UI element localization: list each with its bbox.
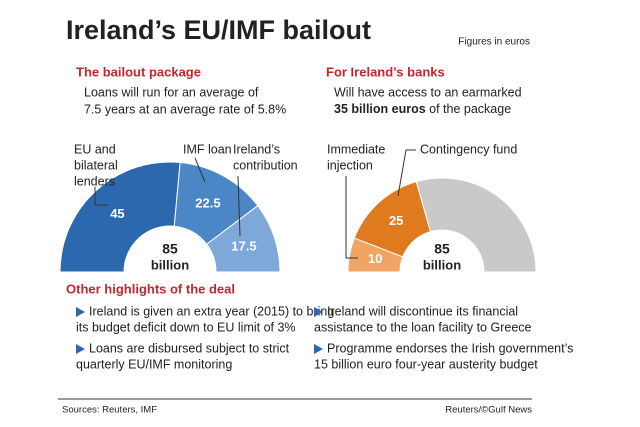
chart-title: The bailout package — [76, 64, 201, 79]
category-label: IMF loan — [183, 142, 232, 156]
highlight-line: its budget deficit down to EU limit of 3… — [76, 320, 296, 334]
total-label: billion — [151, 257, 189, 272]
title: Ireland’s EU/IMF bailout — [66, 15, 371, 45]
category-label: lenders — [74, 174, 115, 188]
highlight-line: quarterly EU/IMF monitoring — [76, 357, 232, 371]
leader-line — [194, 157, 206, 183]
leader-line — [94, 187, 108, 206]
leader-line — [397, 149, 416, 197]
category-label: injection — [327, 158, 373, 172]
bullet — [76, 344, 85, 354]
category-label: Immediate — [327, 142, 385, 156]
data-label: 25 — [389, 213, 403, 228]
data-label: 10 — [368, 251, 382, 266]
total: 85 — [162, 241, 178, 257]
sources: Sources: Reuters, IMF — [62, 405, 157, 416]
highlight-line: Ireland is given an extra year (2015) to… — [89, 304, 334, 318]
category-label: Ireland’s — [233, 142, 280, 156]
segment — [206, 205, 281, 273]
total-label: billion — [423, 257, 461, 272]
bullet — [76, 307, 85, 317]
data-label: 45 — [110, 206, 124, 221]
leader-line — [237, 175, 241, 237]
total: 85 — [434, 241, 450, 257]
subtitle: Will have access to an earmarked — [334, 85, 522, 99]
bullet — [314, 307, 323, 317]
bullet — [314, 344, 323, 354]
category-label: EU and — [74, 142, 116, 156]
category-label: bilateral — [74, 158, 118, 172]
segment — [415, 177, 537, 273]
data-label: 17.5 — [231, 239, 256, 254]
chart-title: For Ireland’s banks — [326, 64, 445, 79]
data-label: 22.5 — [195, 195, 220, 210]
subtitle-bold: 35 billion euros — [334, 102, 426, 116]
segment — [59, 161, 181, 273]
subtitle: 7.5 years at an average rate of 5.8% — [84, 102, 286, 116]
subtitle: 35 billion euros of the package — [334, 102, 511, 116]
highlight-line: assistance to the loan facility to Greec… — [314, 320, 532, 334]
leader-line — [345, 176, 358, 259]
credit: Reuters/©Gulf News — [445, 405, 532, 416]
category-label: Contingency fund — [420, 142, 517, 156]
highlight-line: 15 billion euro four-year austerity budg… — [314, 357, 538, 371]
highlight-line: Ireland will discontinue its financial — [327, 304, 518, 318]
highlights-title: Other highlights of the deal — [66, 281, 235, 296]
highlight-line: Loans are disbursed subject to strict — [89, 341, 290, 355]
category-label: contribution — [233, 158, 298, 172]
note: Figures in euros — [458, 37, 530, 48]
subtitle: Loans will run for an average of — [84, 85, 259, 99]
subtitle-end: of the package — [426, 102, 512, 116]
highlight-line: Programme endorses the Irish government’… — [327, 341, 573, 355]
